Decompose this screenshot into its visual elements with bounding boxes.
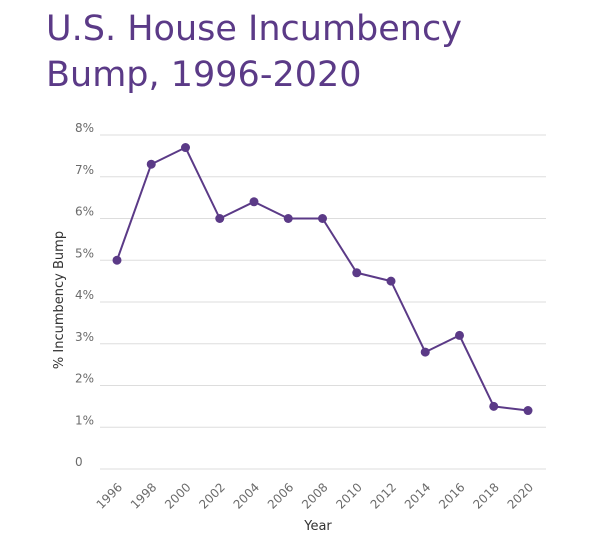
y-axis-title: % Incumbency Bump xyxy=(52,231,67,369)
y-tick-label: 1% xyxy=(75,413,94,427)
x-tick-label: 2000 xyxy=(162,480,193,511)
data-point xyxy=(215,214,225,223)
x-tick-label: 2008 xyxy=(299,480,330,511)
data-point xyxy=(112,255,122,265)
grid-lines xyxy=(100,134,546,470)
chart-title: U.S. House Incumbency Bump, 1996-2020 xyxy=(46,9,462,95)
y-tick-label: 2% xyxy=(75,372,94,386)
x-tick-label: 2020 xyxy=(505,480,536,511)
x-tick-label: 2010 xyxy=(333,480,364,511)
x-tick-label: 2012 xyxy=(368,480,399,511)
x-tick-label: 1996 xyxy=(94,480,125,511)
x-tick-label: 1998 xyxy=(128,480,159,511)
y-tick-label: 7% xyxy=(75,163,94,177)
x-tick-labels: 1996 1998 2000 2002 2004 2006 2008 2010 2012 2014… xyxy=(94,480,536,511)
series-points xyxy=(112,143,533,416)
data-point xyxy=(523,406,533,416)
x-tick-label: 2004 xyxy=(231,480,262,511)
data-point xyxy=(146,159,156,169)
y-tick-label: 6% xyxy=(75,205,94,219)
data-point xyxy=(352,268,362,278)
x-tick-label: 2014 xyxy=(402,480,433,511)
data-point xyxy=(489,401,499,411)
y-tick-label: 8% xyxy=(75,121,94,135)
x-tick-label: 2018 xyxy=(470,480,501,511)
data-point xyxy=(455,330,464,340)
x-axis-title: Year xyxy=(303,519,332,534)
y-tick-label: 3% xyxy=(75,330,94,344)
y-tick-label: 5% xyxy=(75,246,94,260)
y-tick-label: 0 xyxy=(75,455,83,469)
series-line-path xyxy=(116,146,529,412)
data-point xyxy=(283,214,293,223)
data-point xyxy=(420,347,430,357)
y-tick-label: 4% xyxy=(75,288,94,302)
data-point xyxy=(249,197,259,207)
data-point xyxy=(318,214,327,223)
data-point xyxy=(386,276,396,286)
x-tick-label: 2006 xyxy=(265,480,296,511)
series-line xyxy=(116,146,529,412)
data-point xyxy=(181,143,190,153)
y-tick-labels: 0 1% 2% 3% 4% 5% 6% 7% 8% xyxy=(75,121,94,469)
x-tick-label: 2016 xyxy=(436,480,467,511)
x-tick-label: 2002 xyxy=(196,480,227,511)
